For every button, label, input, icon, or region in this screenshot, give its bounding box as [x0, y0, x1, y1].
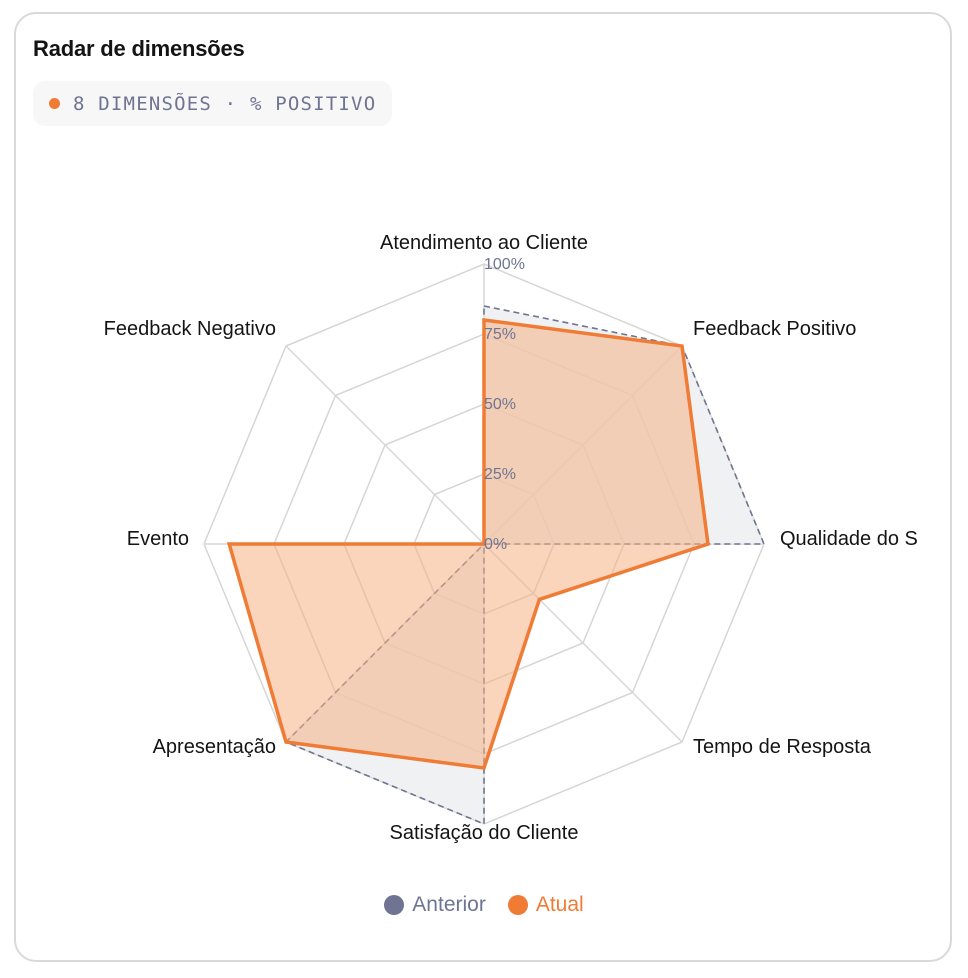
- grid-spoke-7: [285, 345, 485, 545]
- legend-swatch-anterior: [384, 895, 405, 915]
- legend-item-anterior[interactable]: Anterior: [384, 893, 486, 917]
- legend-label-atual: Atual: [535, 893, 584, 916]
- tick-label: 50%: [484, 396, 516, 413]
- legend-swatch-atual: [507, 895, 528, 915]
- axis-label: Qualidade do S: [780, 528, 918, 550]
- legend-item-atual[interactable]: Atual: [507, 893, 584, 917]
- tick-label: 0%: [484, 536, 507, 553]
- summary-text: 8 DIMENSÕES · % POSITIVO: [73, 92, 377, 115]
- axis-label: Apresentação: [153, 736, 276, 758]
- legend-label-anterior: Anterior: [412, 893, 486, 916]
- tick-label: 75%: [484, 326, 516, 343]
- axis-label: Feedback Positivo: [693, 318, 856, 340]
- axis-label: Satisfação do Cliente: [389, 822, 578, 844]
- axis-label: Evento: [127, 528, 189, 550]
- dot-icon: [49, 98, 60, 109]
- tick-label: 25%: [484, 466, 516, 483]
- tick-label: 100%: [484, 256, 525, 273]
- summary-pill: 8 DIMENSÕES · % POSITIVO: [33, 81, 393, 126]
- axis-label: Atendimento ao Cliente: [380, 232, 588, 254]
- axis-label: Feedback Negativo: [104, 318, 276, 340]
- legend: Anterior Atual: [0, 893, 968, 917]
- axis-label: Tempo de Resposta: [693, 736, 872, 758]
- card-title: Radar de dimensões: [33, 36, 245, 61]
- series-atual: [226, 318, 710, 770]
